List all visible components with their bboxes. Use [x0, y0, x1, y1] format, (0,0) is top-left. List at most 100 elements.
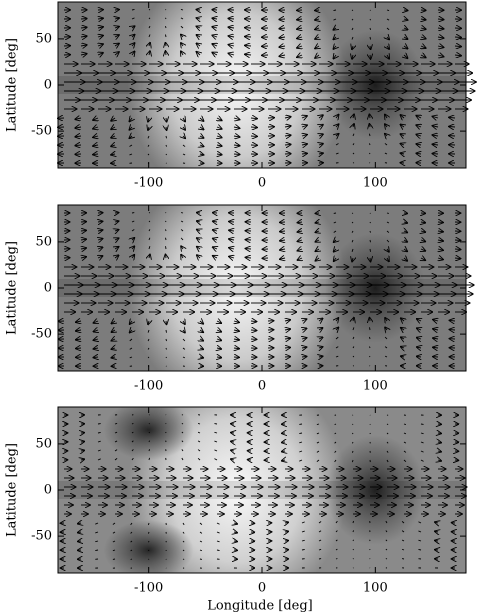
- wind-arrow: [369, 143, 371, 146]
- wind-arrow: [115, 238, 118, 240]
- wind-arrow: [200, 118, 203, 121]
- wind-arrow: [129, 136, 132, 138]
- wind-arrow: [401, 337, 404, 339]
- wind-arrow: [335, 355, 339, 358]
- wind-arrow: [148, 431, 150, 434]
- wind-arrow: [352, 258, 353, 261]
- wind-arrow: [301, 530, 305, 533]
- wind-arrow: [180, 220, 184, 223]
- wind-arrow: [316, 450, 320, 453]
- wind-arrow: [200, 321, 203, 324]
- wind-arrow: [299, 441, 303, 444]
- wind-arrow: [297, 37, 302, 38]
- wind-arrow: [182, 338, 186, 342]
- wind-arrow: [279, 46, 286, 47]
- wind-arrow: [81, 450, 84, 451]
- wind-arrow: [285, 320, 290, 321]
- wind-arrow: [385, 558, 388, 560]
- wind-arrow: [182, 347, 186, 350]
- wind-arrow: [183, 118, 185, 121]
- wind-arrow: [420, 459, 424, 462]
- wind-arrow: [217, 127, 222, 129]
- wind-arrow: [114, 431, 118, 434]
- wind-arrow: [180, 229, 184, 232]
- wind-arrow: [437, 37, 443, 38]
- wind-arrow: [182, 522, 185, 526]
- wind-arrow: [197, 440, 201, 443]
- wind-arrow: [181, 449, 184, 452]
- wind-arrow: [250, 321, 256, 322]
- wind-arrow: [319, 356, 322, 357]
- wind-arrow: [148, 321, 149, 324]
- wind-arrow: [212, 18, 217, 19]
- wind-arrow: [181, 51, 183, 55]
- wind-arrow: [148, 449, 150, 452]
- wind-arrow: [386, 221, 390, 224]
- wind-arrow: [80, 54, 87, 55]
- wind-arrow: [180, 9, 184, 11]
- wind-arrow: [214, 431, 218, 434]
- wind-arrow: [416, 116, 421, 118]
- wind-arrow: [75, 127, 82, 128]
- wind-arrow: [385, 134, 387, 136]
- wind-arrow: [131, 422, 134, 425]
- wind-arrow: [181, 246, 183, 249]
- wind-arrow: [131, 440, 134, 443]
- wind-arrow: [437, 19, 443, 20]
- wind-arrow: [181, 422, 184, 425]
- wind-arrow: [319, 328, 322, 330]
- wind-arrow: [318, 521, 322, 524]
- wind-arrow: [130, 549, 133, 552]
- wind-arrow: [301, 539, 305, 542]
- wind-arrow: [385, 318, 387, 321]
- wind-arrow: [433, 116, 438, 118]
- wind-arrow: [229, 45, 234, 46]
- wind-arrow: [131, 229, 135, 232]
- wind-arrow: [147, 135, 150, 139]
- wind-arrow: [385, 115, 387, 118]
- wind-arrow: [112, 549, 116, 552]
- wind-arrow: [454, 46, 461, 47]
- y-tick-label: 50: [35, 234, 52, 249]
- wind-arrow: [148, 558, 150, 560]
- wind-field: [58, 9, 476, 163]
- wind-arrow: [316, 240, 319, 242]
- wind-arrow: [433, 135, 439, 136]
- wind-arrow: [420, 432, 424, 435]
- wind-arrow: [335, 152, 339, 155]
- wind-arrow: [148, 17, 151, 20]
- wind-arrow: [216, 540, 220, 543]
- wind-arrow: [199, 522, 203, 525]
- wind-arrow: [333, 9, 337, 11]
- wind-arrow: [416, 144, 421, 145]
- wind-arrow: [352, 548, 354, 551]
- wind-arrow: [229, 18, 235, 19]
- wind-arrow: [384, 143, 388, 146]
- wind-arrow: [438, 460, 441, 461]
- wind-arrow: [403, 423, 407, 425]
- wind-arrow: [182, 144, 186, 147]
- wind-arrow: [351, 230, 354, 233]
- wind-arrow: [421, 19, 426, 20]
- wind-arrow: [318, 530, 322, 533]
- wind-arrow: [279, 55, 286, 56]
- wind-arrow: [98, 221, 102, 222]
- wind-arrow: [302, 328, 306, 330]
- wind-arrow: [351, 239, 354, 243]
- wind-arrow: [297, 28, 302, 29]
- wind-arrow: [180, 17, 184, 20]
- wind-arrow: [233, 136, 239, 137]
- wind-arrow: [132, 43, 135, 46]
- wind-arrow: [403, 432, 407, 435]
- wind-arrow: [115, 52, 119, 55]
- wind-arrow: [280, 258, 285, 259]
- wind-arrow: [417, 319, 421, 321]
- wind-arrow: [302, 135, 307, 136]
- wind-arrow: [129, 127, 132, 130]
- wind-arrow: [386, 239, 390, 243]
- x-tick-label: 100: [363, 379, 388, 394]
- wind-arrow: [148, 212, 151, 214]
- wind-arrow: [129, 118, 132, 121]
- wind-arrow: [302, 338, 306, 339]
- wind-arrow: [148, 9, 151, 11]
